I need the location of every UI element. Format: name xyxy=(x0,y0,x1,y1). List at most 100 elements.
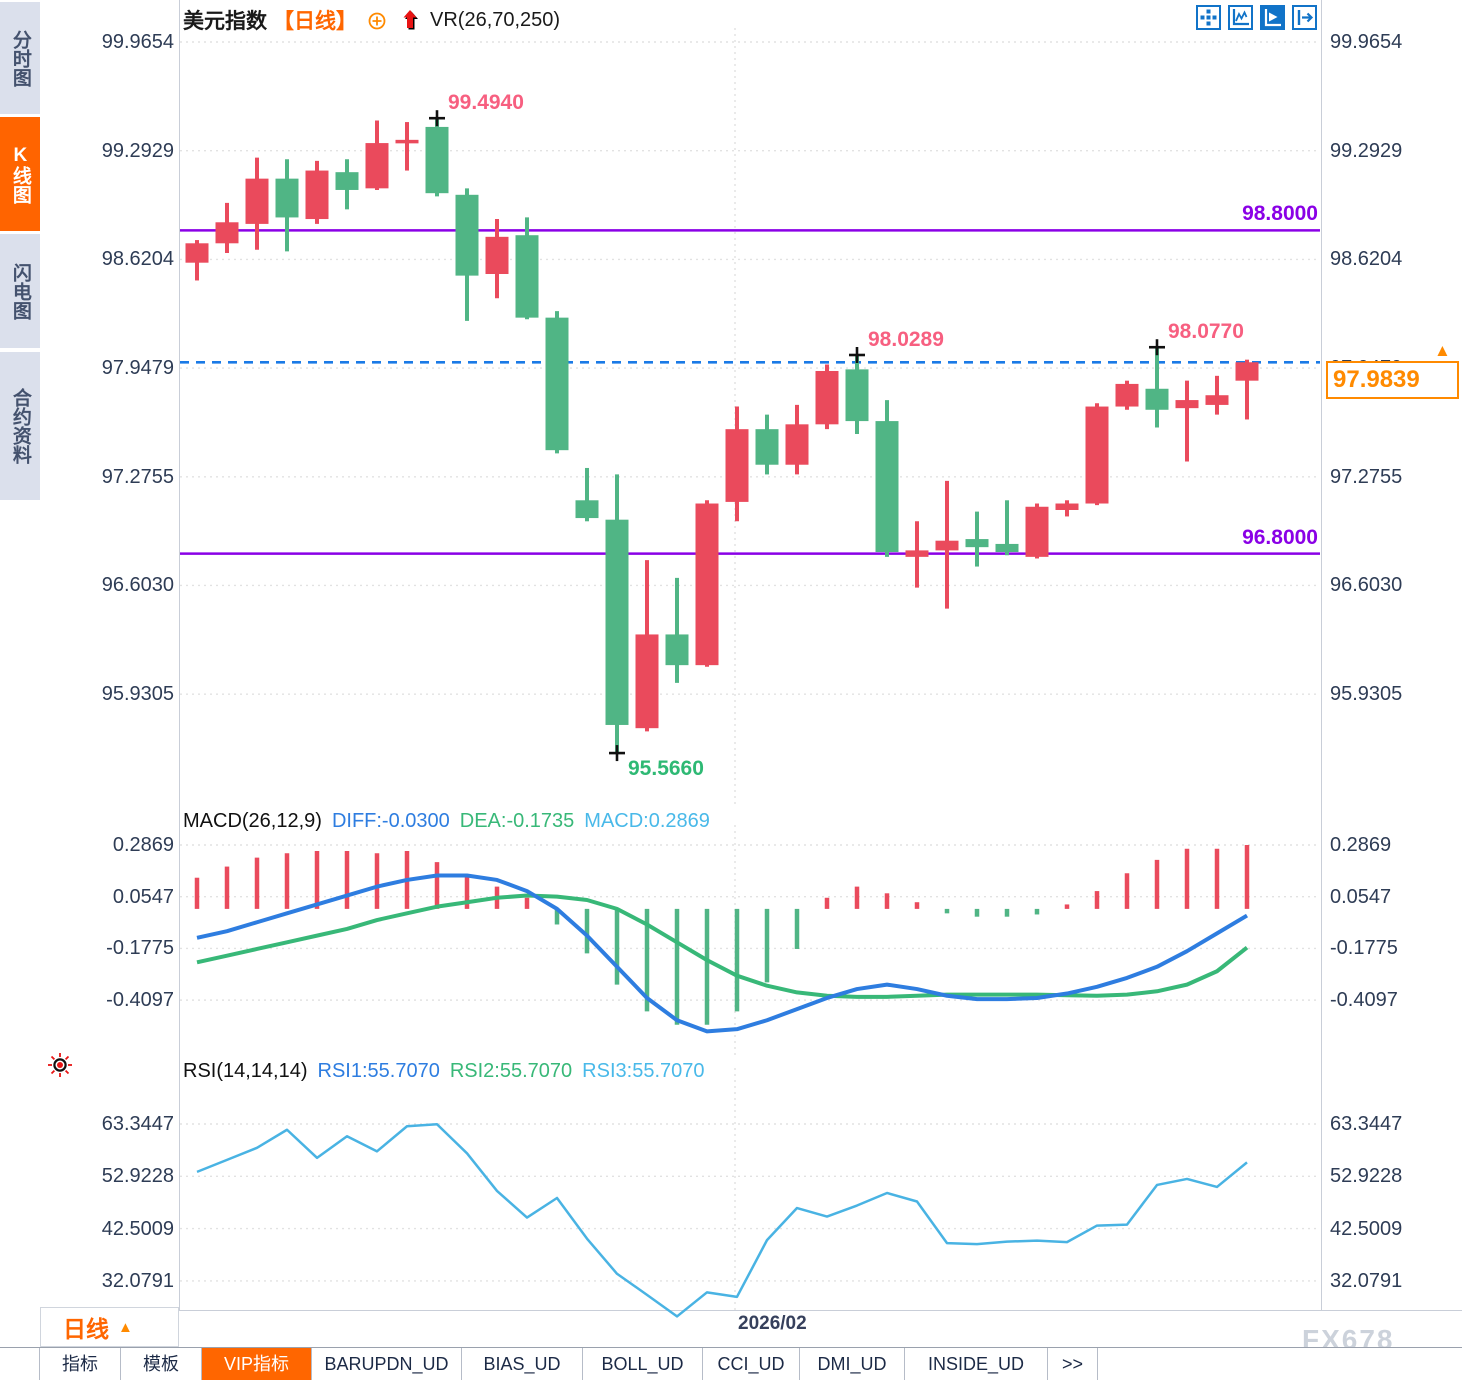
y-axis-label: 97.2755 xyxy=(101,465,174,488)
tab-indicator[interactable]: 指标 xyxy=(40,1348,121,1380)
rsi3-value: RSI3:55.7070 xyxy=(582,1060,705,1082)
candle-body xyxy=(1145,388,1169,410)
rsi-line xyxy=(196,1122,1248,1318)
tab-template[interactable]: 模板 xyxy=(121,1348,202,1380)
add-indicator-icon[interactable] xyxy=(367,10,387,30)
price-annotation-label: 95.5660 xyxy=(628,757,704,781)
y-axis-label: 98.6204 xyxy=(1330,248,1403,271)
tab-dmi-ud[interactable]: DMI_UD xyxy=(800,1348,905,1380)
price-up-arrow-icon: ▲ xyxy=(1434,341,1451,360)
resistance-level-label: 98.8000 xyxy=(1242,202,1318,225)
candle-body xyxy=(1235,362,1259,381)
y-axis-label: 0.0547 xyxy=(1330,885,1392,908)
candle-body xyxy=(785,424,809,465)
candle-body xyxy=(815,370,839,425)
y-axis-label: 63.3447 xyxy=(1330,1113,1403,1135)
candle-body xyxy=(365,143,389,189)
left-axis-line xyxy=(179,0,180,1310)
y-axis-label: -0.4097 xyxy=(1330,989,1398,1012)
y-axis-label: 0.2869 xyxy=(112,834,174,856)
sidebar-tab-label: 分时图 xyxy=(9,29,31,87)
rsi1-value: RSI1:55.7070 xyxy=(317,1060,440,1082)
candle-body xyxy=(335,172,359,190)
candle-body xyxy=(695,503,719,666)
candle-body xyxy=(455,194,479,276)
y-axis-label: 98.6204 xyxy=(101,248,174,271)
chart-toolbar xyxy=(1196,5,1317,30)
macd-params: MACD(26,12,9) xyxy=(183,810,322,832)
candlestick-chart xyxy=(180,28,1320,808)
y-axis-label: -0.1775 xyxy=(1330,937,1398,960)
tabbar-filler xyxy=(1098,1348,1462,1380)
sidebar-tab-kline-chart[interactable]: K线图 xyxy=(0,117,40,231)
y-axis-label: -0.1775 xyxy=(106,937,174,960)
macd-macd-value: MACD:0.2869 xyxy=(584,810,710,832)
buy-signal-arrow-icon xyxy=(401,8,420,32)
candle-body xyxy=(905,550,929,557)
price-annotation-label: 99.4940 xyxy=(448,91,524,115)
candle-body xyxy=(875,421,899,553)
y-axis-label: 96.6030 xyxy=(101,574,174,597)
candle-body xyxy=(395,139,419,144)
candle-body xyxy=(515,235,539,318)
candle-body xyxy=(935,540,959,551)
macd-header: MACD(26,12,9) DIFF:-0.0300 DEA:-0.1735 M… xyxy=(183,810,710,833)
price-annotation-label: 98.0289 xyxy=(868,327,944,351)
candle-body xyxy=(755,429,779,465)
y-axis-label: 0.0547 xyxy=(112,885,174,908)
sidebar-tab-flash-chart[interactable]: 闪电图 xyxy=(0,234,40,348)
alert-sun-icon[interactable] xyxy=(46,1051,74,1079)
candle-body xyxy=(1085,406,1109,504)
y-axis-label: 63.3447 xyxy=(101,1113,174,1135)
y-axis-label: 97.9479 xyxy=(101,357,174,380)
tabbar-spacer xyxy=(0,1348,40,1380)
rsi2-value: RSI2:55.7070 xyxy=(449,1060,573,1082)
tab-cci-ud[interactable]: CCI_UD xyxy=(703,1348,800,1380)
rsi-params: RSI(14,14,14) xyxy=(183,1060,308,1082)
rsi-header: RSI(14,14,14) RSI1:55.7070 RSI2:55.7070 … xyxy=(183,1060,705,1083)
candle-body xyxy=(995,543,1019,553)
chart-header: 美元指数 【日线】 VR(26,70,250) xyxy=(183,5,560,35)
dea-line xyxy=(196,893,1249,999)
y-axis-label: 95.9305 xyxy=(1330,683,1403,706)
tab-inside-ud[interactable]: INSIDE_UD xyxy=(905,1348,1048,1380)
candle-body xyxy=(635,634,659,729)
y-axis-label: 52.9228 xyxy=(1330,1165,1403,1188)
sidebar-tab-label: 闪电图 xyxy=(9,262,31,320)
candle-body xyxy=(245,178,269,224)
y-axis-label: 99.9654 xyxy=(101,31,174,53)
tab-bias-ud[interactable]: BIAS_UD xyxy=(462,1348,583,1380)
tab-vip-indicator[interactable]: VIP指标 xyxy=(202,1348,312,1380)
y-axis-label: 0.2869 xyxy=(1330,834,1392,856)
candle-body xyxy=(845,369,869,422)
sidebar-tab-contract-info[interactable]: 合约资料 xyxy=(0,352,40,500)
pan-icon[interactable] xyxy=(1196,5,1221,30)
y-axis-label: 52.9228 xyxy=(101,1165,174,1188)
y-axis-label: 96.6030 xyxy=(1330,574,1403,597)
auto-follow-icon[interactable] xyxy=(1260,5,1285,30)
sidebar-tab-label: K线图 xyxy=(9,144,31,204)
candle-body xyxy=(1055,503,1079,510)
rsi-chart xyxy=(180,1068,1320,1318)
period-selector[interactable]: 日线 ▲ xyxy=(40,1307,179,1347)
current-price-tag: 97.9839 xyxy=(1326,361,1459,399)
right-axis-line xyxy=(1321,0,1322,1310)
candle-body xyxy=(665,634,689,666)
tab-barupdn-ud[interactable]: BARUPDN_UD xyxy=(312,1348,462,1380)
diff-line xyxy=(196,873,1249,1034)
candle-body xyxy=(185,243,209,263)
sidebar-tab-time-chart[interactable]: 分时图 xyxy=(0,2,40,114)
y-axis-label: 95.9305 xyxy=(101,683,174,706)
axis-scale-icon[interactable] xyxy=(1228,5,1253,30)
period-dropdown-arrow-icon: ▲ xyxy=(118,1318,133,1336)
candle-body xyxy=(1025,506,1049,557)
y-axis-label: 97.2755 xyxy=(1330,465,1403,488)
y-axis-label: 99.9654 xyxy=(1330,31,1403,53)
go-latest-icon[interactable] xyxy=(1292,5,1317,30)
tab-boll-ud[interactable]: BOLL_UD xyxy=(583,1348,703,1380)
y-axis-label: 42.5009 xyxy=(101,1217,174,1240)
x-axis-date-label: 2026/02 xyxy=(738,1313,807,1334)
candle-body xyxy=(425,126,449,194)
tab-more[interactable]: >> xyxy=(1048,1348,1098,1380)
macd-chart xyxy=(180,825,1320,1055)
